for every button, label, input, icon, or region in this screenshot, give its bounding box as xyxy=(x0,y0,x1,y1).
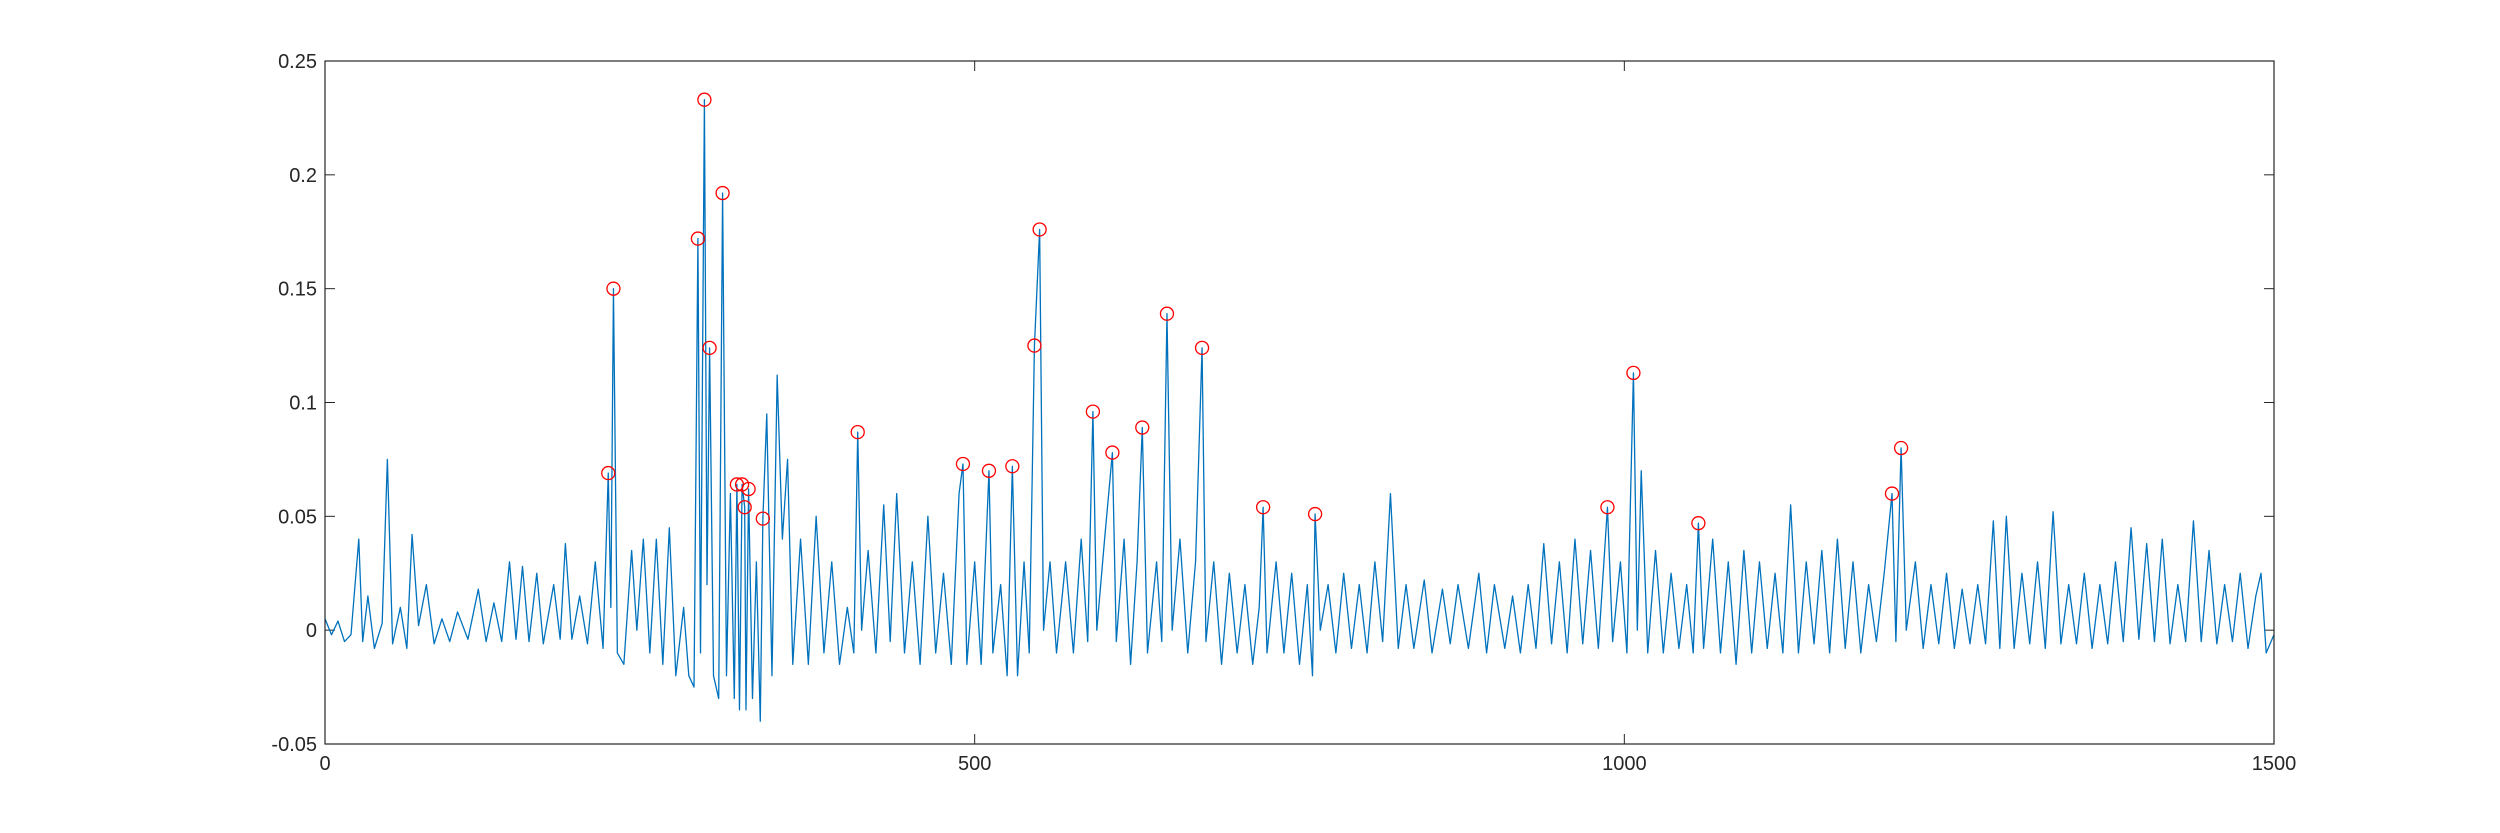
peak-marker xyxy=(755,511,771,526)
peak-marker xyxy=(1159,306,1175,321)
y-tick-label: 0.15 xyxy=(278,279,317,301)
peak-marker xyxy=(1032,222,1047,237)
peak-marker xyxy=(1005,459,1020,474)
y-tick-label: 0 xyxy=(306,620,317,642)
plot-area xyxy=(325,61,2274,744)
peak-marker xyxy=(1255,500,1271,515)
peak-marker xyxy=(737,500,752,515)
peak-marker xyxy=(1691,516,1706,531)
peak-marker xyxy=(850,424,865,440)
y-tick-label: 0.1 xyxy=(289,393,317,415)
peak-marker xyxy=(606,281,621,296)
y-tick-label: -0.05 xyxy=(271,734,317,756)
y-tick-label: 0.25 xyxy=(278,51,317,73)
peak-marker xyxy=(697,92,712,107)
peak-marker xyxy=(1600,500,1615,515)
x-tick-label: 1000 xyxy=(1602,753,1647,775)
y-tick-label: 0.2 xyxy=(289,165,317,187)
peak-marker xyxy=(1105,445,1120,460)
y-tick-label: 0.05 xyxy=(278,506,317,528)
x-tick-label: 0 xyxy=(319,753,330,775)
data-line xyxy=(324,99,2275,722)
peak-marker xyxy=(1085,404,1101,419)
peak-marker xyxy=(981,463,997,478)
peak-marker xyxy=(702,340,717,356)
x-tick-label: 1500 xyxy=(2252,753,2297,775)
peak-marker xyxy=(1884,486,1900,501)
peak-marker xyxy=(1194,340,1210,356)
peak-marker xyxy=(1307,506,1323,522)
peak-marker xyxy=(690,231,706,246)
peak-marker xyxy=(955,456,971,472)
peak-marker xyxy=(741,481,756,497)
peak-marker xyxy=(1893,440,1909,456)
peak-marker xyxy=(601,465,616,481)
peak-marker xyxy=(1027,338,1042,353)
peak-marker xyxy=(715,185,730,201)
x-tick-label: 500 xyxy=(958,753,991,775)
peak-marker xyxy=(1626,365,1641,381)
axes-box xyxy=(324,60,2275,745)
peak-marker xyxy=(1135,420,1150,435)
